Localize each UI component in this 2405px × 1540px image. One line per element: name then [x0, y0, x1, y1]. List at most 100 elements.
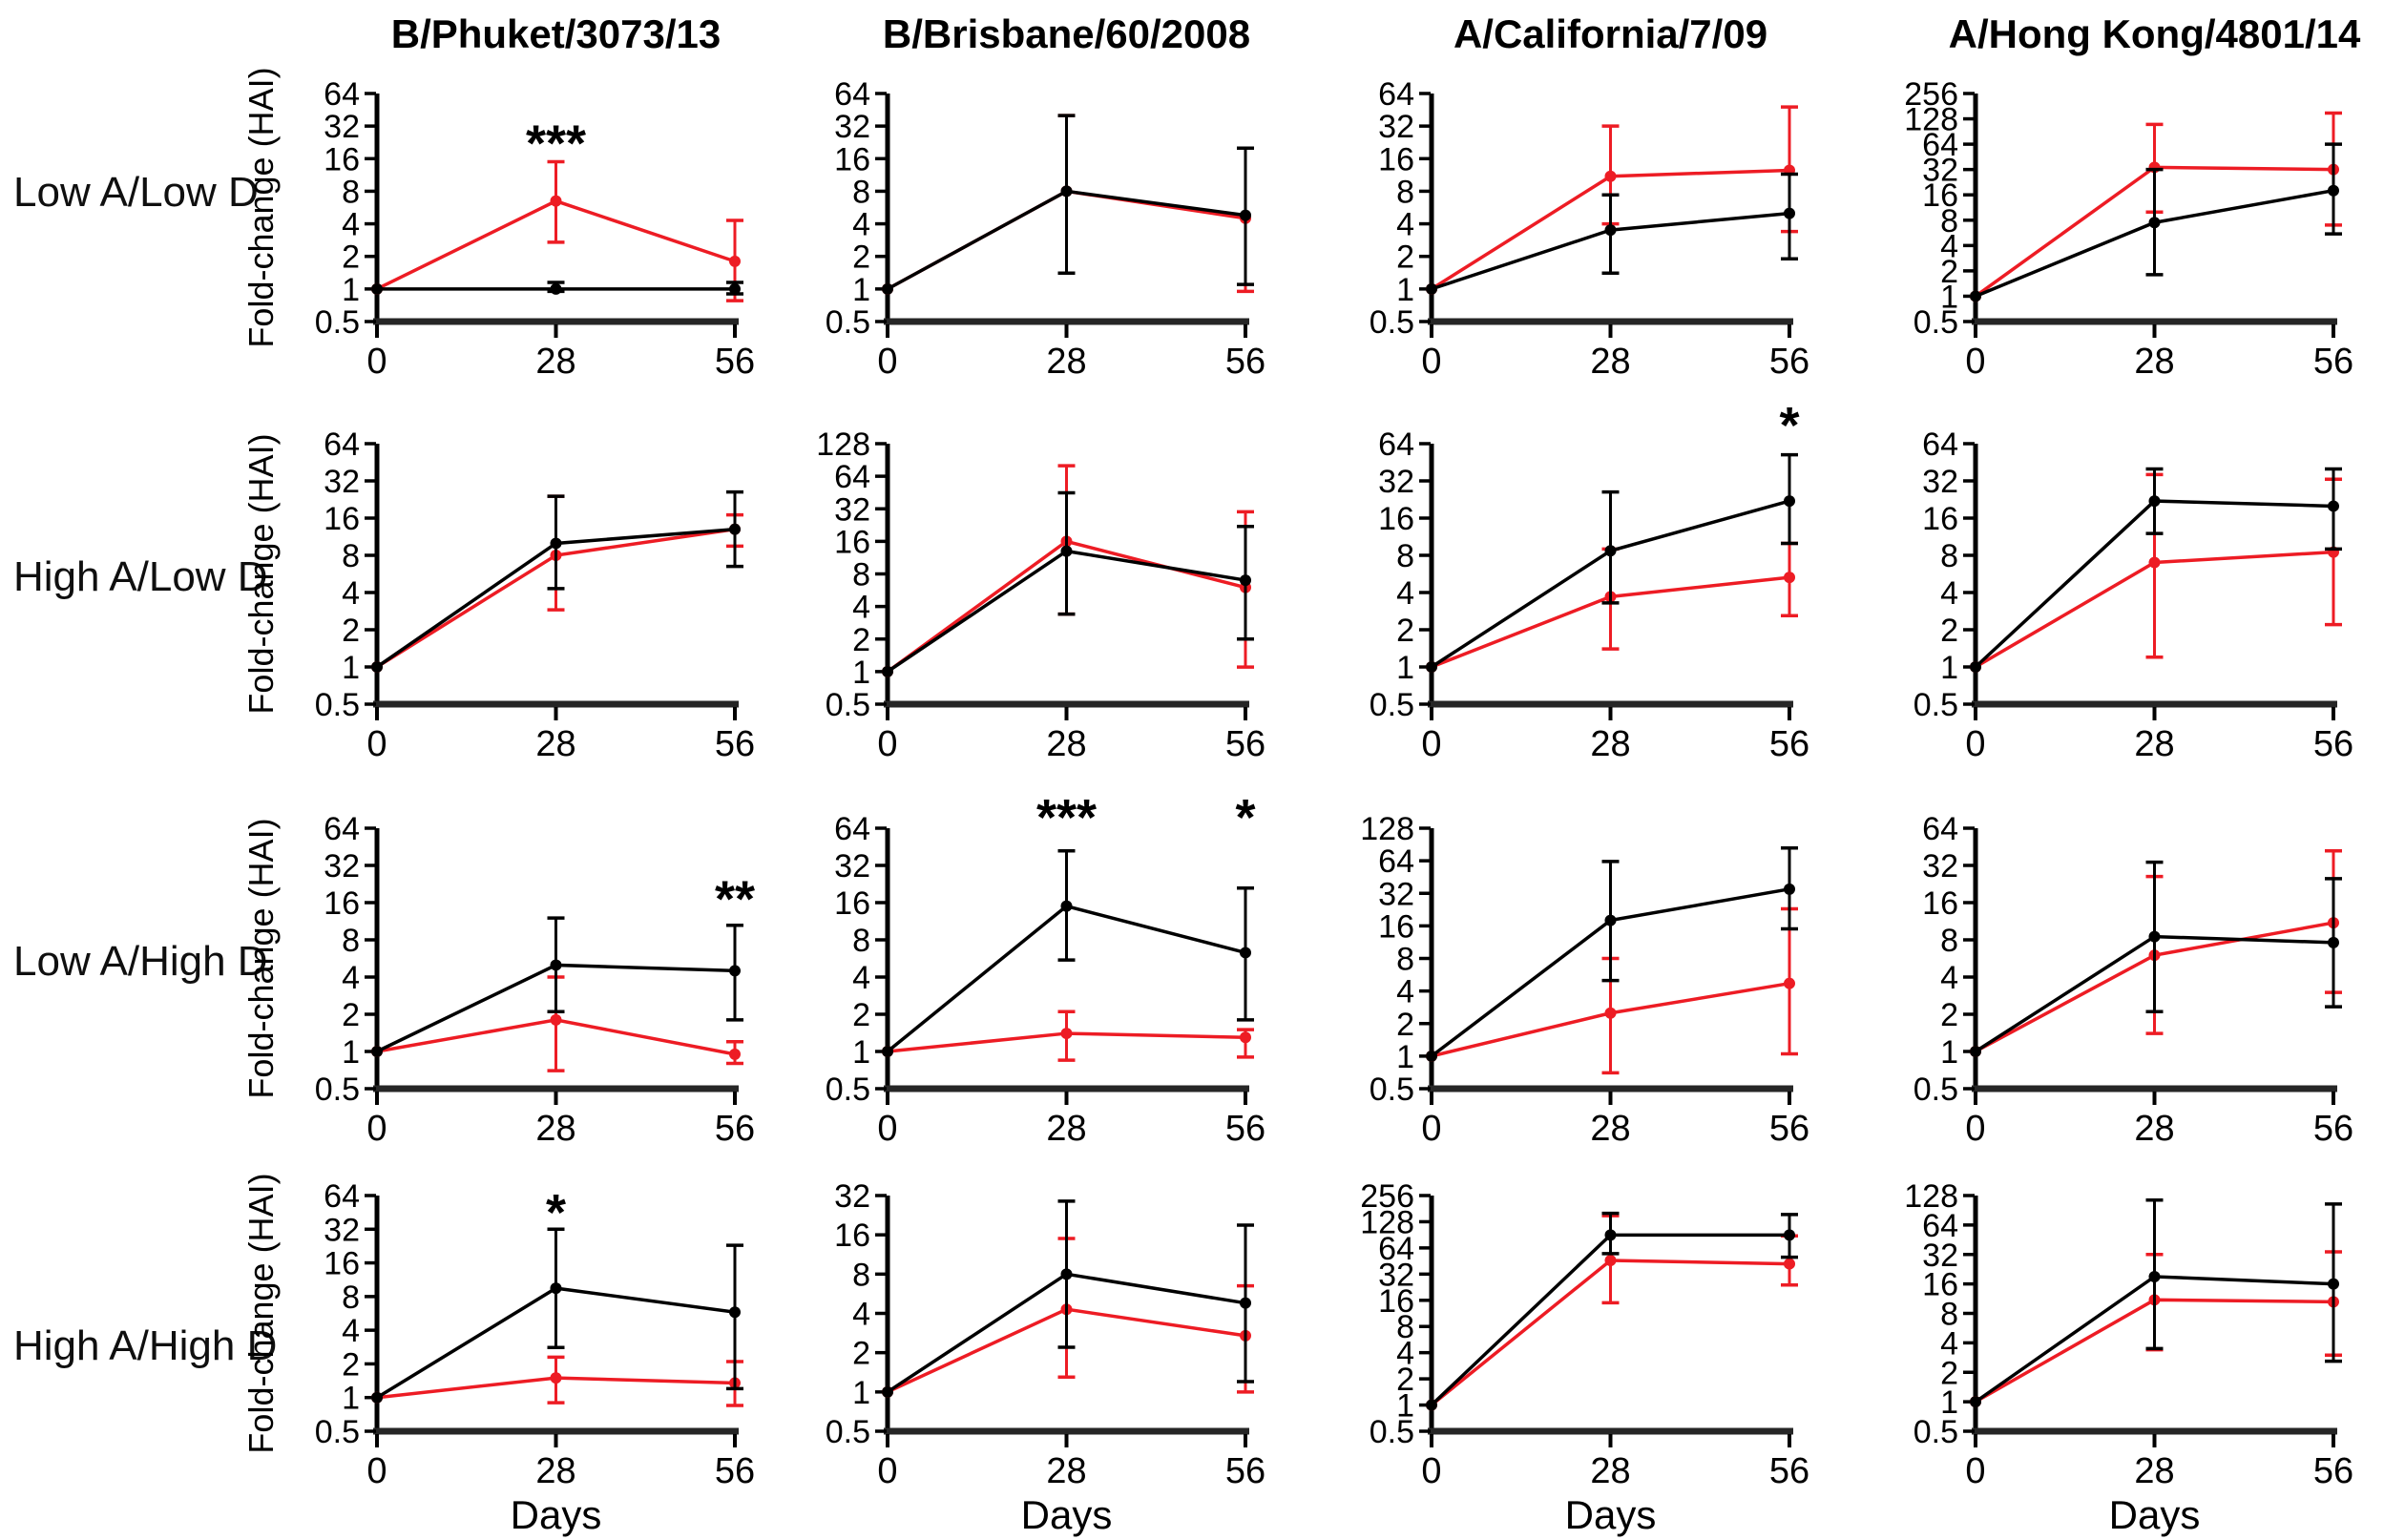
panel-california-high-a-high-d: 0.5 1 2 4 8 16 32 64 128 256 0 28 56 Days [1317, 1154, 1861, 1538]
svg-text:0: 0 [1421, 1451, 1441, 1491]
svg-text:28: 28 [1590, 1451, 1630, 1491]
svg-text:2: 2 [342, 997, 360, 1033]
svg-text:0: 0 [1965, 1451, 1985, 1491]
svg-text:128: 128 [816, 427, 870, 463]
svg-text:***: *** [1036, 789, 1097, 846]
svg-text:2: 2 [1940, 613, 1958, 649]
svg-text:1: 1 [342, 650, 360, 686]
svg-text:0.5: 0.5 [826, 304, 870, 341]
svg-text:2: 2 [342, 613, 360, 649]
svg-text:64: 64 [1378, 843, 1414, 880]
svg-text:1: 1 [852, 1034, 870, 1071]
panel-phuket-low-a-low-d: B/Phuket/3073/13 Fold-change (HAI) 0.5 1 2 4 8… [229, 0, 773, 385]
svg-text:32: 32 [834, 848, 870, 884]
svg-text:4: 4 [1396, 974, 1414, 1010]
svg-text:0: 0 [877, 724, 897, 764]
svg-text:0.5: 0.5 [1370, 1414, 1414, 1450]
svg-text:32: 32 [324, 464, 360, 500]
svg-text:0: 0 [1421, 1109, 1441, 1149]
chart-phuket-low-a-low-d: B/Phuket/3073/13 Fold-change (HAI) 0.51248… [241, 11, 755, 382]
svg-text:0: 0 [366, 342, 387, 382]
svg-text:56: 56 [1769, 1109, 1809, 1149]
svg-text:1: 1 [1940, 279, 1958, 315]
svg-text:Days: Days [511, 1492, 602, 1537]
svg-text:1: 1 [852, 655, 870, 691]
svg-text:Days: Days [2109, 1492, 2201, 1537]
svg-text:32: 32 [1922, 153, 1958, 189]
svg-text:1: 1 [1940, 650, 1958, 686]
svg-text:0: 0 [877, 1109, 897, 1149]
svg-text:B/Phuket/3073/13: B/Phuket/3073/13 [391, 11, 722, 56]
svg-text:2: 2 [1940, 1355, 1958, 1391]
svg-text:64: 64 [1922, 127, 1958, 163]
svg-text:0: 0 [1965, 342, 1985, 382]
svg-text:32: 32 [1922, 1238, 1958, 1274]
row-label-high-a-high-d: High A/High D [13, 1321, 278, 1369]
panel-hongkong-high-a-low-d: 0.5 1 2 4 8 16 32 64 0 28 56 [1861, 385, 2405, 769]
svg-text:Fold-change (HAI): Fold-change (HAI) [241, 67, 281, 347]
svg-text:28: 28 [1046, 724, 1086, 764]
svg-text:4: 4 [1940, 575, 1958, 612]
svg-text:32: 32 [324, 1212, 360, 1248]
svg-text:28: 28 [2134, 1109, 2174, 1149]
svg-text:0: 0 [1421, 724, 1441, 764]
svg-text:256: 256 [1360, 1178, 1414, 1215]
svg-text:2: 2 [1940, 997, 1958, 1033]
svg-text:28: 28 [1046, 1109, 1086, 1149]
svg-text:8: 8 [1396, 174, 1414, 210]
svg-text:56: 56 [1769, 342, 1809, 382]
svg-text:16: 16 [324, 1246, 360, 1282]
svg-text:4: 4 [1940, 1325, 1958, 1362]
svg-text:28: 28 [2134, 1451, 2174, 1491]
svg-text:28: 28 [535, 724, 575, 764]
svg-text:0: 0 [366, 724, 387, 764]
svg-text:Fold-change (HAI): Fold-change (HAI) [241, 1173, 281, 1453]
svg-text:16: 16 [1378, 501, 1414, 537]
svg-text:0.5: 0.5 [315, 1414, 360, 1450]
svg-text:0: 0 [366, 1109, 387, 1149]
svg-text:64: 64 [1378, 1231, 1414, 1267]
svg-text:***: *** [526, 115, 586, 173]
svg-text:32: 32 [834, 109, 870, 145]
svg-text:2: 2 [1396, 239, 1414, 276]
svg-text:1: 1 [1940, 1384, 1958, 1421]
svg-text:56: 56 [1769, 1451, 1809, 1491]
svg-text:64: 64 [1922, 1208, 1958, 1244]
svg-text:2: 2 [852, 1336, 870, 1372]
svg-text:1: 1 [342, 1034, 360, 1071]
svg-text:32: 32 [1378, 464, 1414, 500]
svg-text:8: 8 [852, 1257, 870, 1293]
svg-text:16: 16 [834, 885, 870, 922]
svg-text:8: 8 [1396, 538, 1414, 574]
svg-text:0: 0 [877, 1451, 897, 1491]
svg-text:4: 4 [342, 1313, 360, 1349]
svg-text:Fold-change (HAI): Fold-change (HAI) [241, 433, 281, 714]
svg-text:56: 56 [1225, 1109, 1265, 1149]
svg-text:0.5: 0.5 [1914, 304, 1958, 341]
svg-text:56: 56 [1225, 1451, 1265, 1491]
row-label-low-a-low-d: Low A/Low D [13, 168, 259, 216]
svg-text:0.5: 0.5 [1370, 1072, 1414, 1108]
svg-text:*: * [546, 1184, 566, 1241]
svg-text:4: 4 [1396, 575, 1414, 612]
svg-text:56: 56 [2313, 724, 2353, 764]
svg-text:Days: Days [1565, 1492, 1657, 1537]
svg-text:4: 4 [1396, 207, 1414, 243]
svg-text:16: 16 [1378, 908, 1414, 945]
svg-text:128: 128 [1904, 102, 1958, 138]
svg-text:56: 56 [1225, 342, 1265, 382]
panel-phuket-high-a-low-d: Fold-change (HAI) 0.5 1 2 4 8 16 32 64 0 28 56 [229, 385, 773, 769]
svg-text:0.5: 0.5 [315, 304, 360, 341]
svg-text:8: 8 [342, 538, 360, 574]
panel-hongkong-high-a-high-d: 0.5 1 2 4 8 16 32 64 128 0 28 56 Days [1861, 1154, 2405, 1538]
svg-text:16: 16 [1922, 885, 1958, 922]
svg-text:56: 56 [2313, 1451, 2353, 1491]
svg-text:8: 8 [1396, 942, 1414, 978]
panel-hongkong-low-a-high-d: 0.5 1 2 4 8 16 32 64 0 28 56 [1861, 769, 2405, 1154]
svg-text:8: 8 [1940, 923, 1958, 959]
panel-hongkong-low-a-low-d: A/Hong Kong/4801/14 0.5 1 2 4 8 16 32 64 128 256 0 2… [1861, 0, 2405, 385]
